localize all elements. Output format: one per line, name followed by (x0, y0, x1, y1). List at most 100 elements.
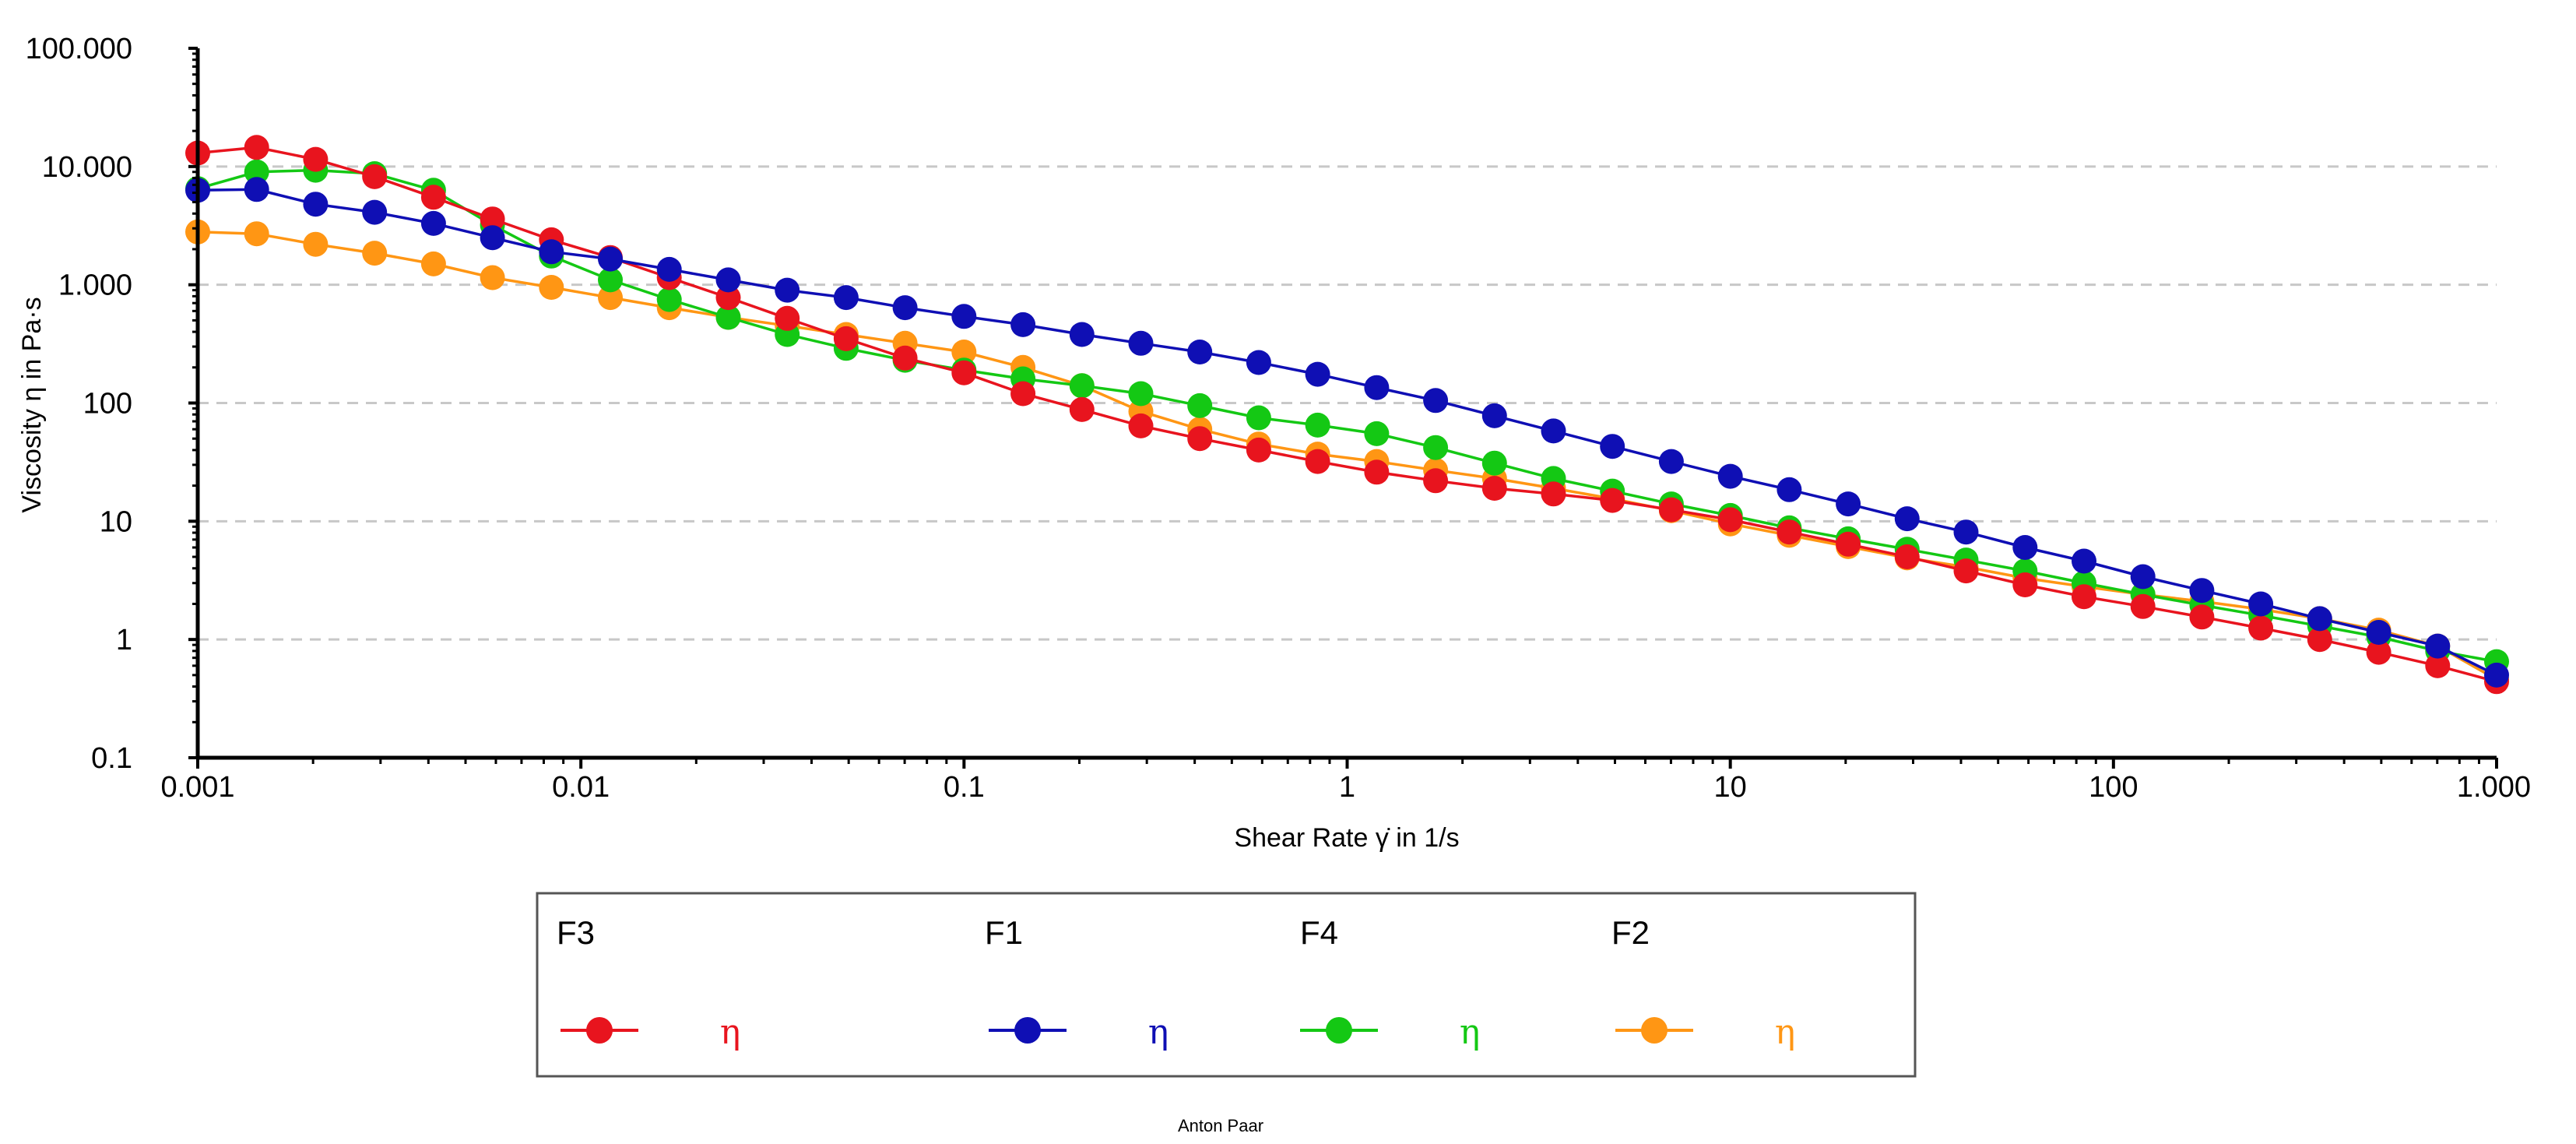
data-point-f3 (362, 164, 388, 189)
data-point-f4 (1246, 405, 1271, 431)
legend-symbol-f2: η (1775, 1012, 1795, 1052)
data-point-f3 (1481, 476, 1507, 501)
legend: F3 η F1 η F4 η F2 η (536, 892, 1917, 1078)
data-point-f1 (1010, 312, 1036, 337)
legend-name-f4: F4 (1300, 914, 1338, 951)
legend-name-f3: F3 (557, 914, 595, 951)
data-point-f1 (1894, 506, 1920, 532)
data-point-f1 (362, 199, 388, 225)
data-point-f3 (2248, 615, 2274, 641)
data-point-f3 (2072, 584, 2096, 610)
legend-box (536, 892, 1917, 1078)
data-point-f3 (2012, 572, 2038, 597)
data-point-f1 (598, 246, 623, 272)
series-line-f2 (197, 231, 2497, 681)
data-point-f1 (2012, 535, 2038, 560)
series-line-f3 (197, 146, 2497, 683)
data-point-f1 (1128, 330, 1154, 356)
data-point-f4 (244, 159, 269, 185)
data-point-f3 (1894, 544, 1920, 569)
data-point-f4 (1069, 373, 1095, 399)
data-point-f1 (1953, 519, 1979, 545)
series-f4 (185, 157, 2509, 674)
data-point-f1 (2484, 662, 2509, 688)
data-point-f3 (951, 360, 977, 385)
data-point-f1 (1717, 463, 1743, 489)
x-tick-label: 0.1 (944, 771, 985, 804)
data-point-f3 (1953, 558, 1979, 584)
data-point-f1 (2425, 633, 2451, 659)
data-point-f1 (480, 225, 505, 251)
data-point-f1 (775, 277, 800, 303)
y-axis-title: Viscosity η in Pa·s (17, 297, 47, 512)
data-point-f1 (2248, 591, 2274, 617)
data-point-f3 (2189, 604, 2215, 630)
data-point-f1 (1423, 388, 1449, 414)
legend-marker-f2 (1641, 1017, 1668, 1044)
data-point-f3 (892, 345, 918, 371)
data-point-f4 (1187, 392, 1213, 418)
data-point-f1 (1776, 477, 1802, 502)
data-point-f2 (480, 265, 505, 290)
y-tick-label: 100 (83, 388, 132, 421)
data-point-f3 (775, 305, 800, 331)
data-point-f3 (1600, 488, 1625, 513)
data-point-f1 (951, 304, 977, 329)
data-point-f1 (539, 239, 564, 265)
data-point-f1 (2366, 620, 2391, 645)
series-f3 (185, 135, 2509, 695)
data-point-f2 (303, 231, 329, 257)
data-point-f1 (1305, 361, 1330, 387)
data-point-f1 (1836, 491, 1861, 517)
data-point-f1 (715, 267, 741, 293)
data-point-f3 (1658, 497, 1684, 523)
x-tick-label: 0.01 (552, 771, 610, 804)
data-point-f3 (420, 185, 446, 210)
data-point-f4 (1364, 421, 1390, 446)
series-line-f4 (197, 168, 2497, 664)
data-point-f1 (1481, 403, 1507, 428)
data-point-f1 (1541, 418, 1566, 444)
data-point-f4 (1128, 381, 1154, 407)
tick-labels: 0.1 1 10 100 1.000 10.000 100.000 0.001 0.01 0.1 1… (26, 33, 2531, 804)
data-point-f4 (1481, 450, 1507, 476)
data-point-f1 (303, 192, 329, 217)
series-f2 (185, 219, 2509, 692)
y-tick-label: 1 (116, 624, 132, 656)
y-tick-label: 0.1 (91, 742, 132, 775)
data-point-f1 (656, 256, 682, 282)
data-point-f3 (1364, 459, 1390, 485)
y-tick-label: 10.000 (42, 151, 132, 184)
data-point-f3 (1010, 381, 1036, 407)
data-point-f2 (244, 221, 269, 247)
data-point-f2 (951, 340, 977, 364)
x-tick-label: 0.001 (160, 771, 234, 804)
legend-symbol-f3: η (720, 1012, 740, 1052)
data-point-f1 (892, 295, 918, 321)
data-point-f3 (1423, 468, 1449, 494)
legend-symbol-f1: η (1148, 1012, 1169, 1052)
data-point-f1 (1658, 449, 1684, 474)
series-f1 (185, 177, 2509, 688)
data-point-f2 (420, 251, 446, 276)
legend-symbol-f4: η (1460, 1012, 1480, 1052)
y-tick-label: 1.000 (58, 269, 132, 302)
data-point-f3 (1128, 413, 1154, 438)
data-point-f1 (244, 177, 269, 202)
x-tick-label: 1 (1339, 771, 1355, 804)
data-point-f1 (420, 210, 446, 236)
data-point-f2 (598, 285, 623, 311)
x-tick-label: 100 (2089, 771, 2138, 804)
data-point-f4 (1423, 435, 1449, 460)
data-point-f3 (1717, 507, 1743, 533)
data-point-f3 (715, 285, 741, 311)
data-point-f3 (1246, 437, 1271, 463)
data-point-f2 (362, 241, 388, 266)
data-point-f1 (1187, 340, 1213, 364)
data-point-f3 (303, 146, 329, 172)
data-point-f3 (1541, 481, 1566, 507)
data-point-f1 (1069, 322, 1095, 347)
legend-marker-f4 (1326, 1017, 1352, 1044)
y-tick-label: 10 (100, 505, 132, 538)
